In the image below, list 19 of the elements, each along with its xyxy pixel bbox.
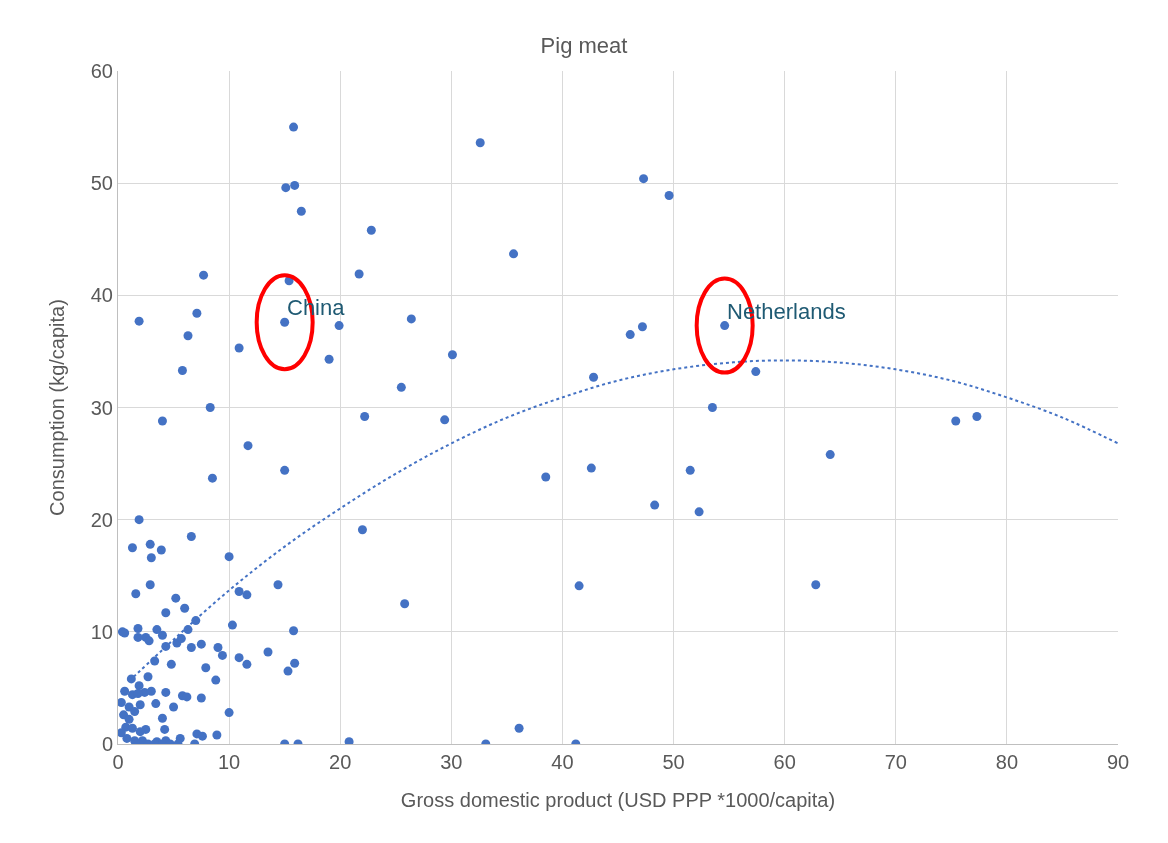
y-tick-label: 50 <box>90 172 113 195</box>
x-tick-label: 80 <box>995 751 1019 773</box>
y-tick-label: 10 <box>90 620 113 643</box>
x-tick-label: 30 <box>440 751 463 773</box>
x-tick-label: 40 <box>551 751 574 773</box>
y-tick-label: 40 <box>90 284 113 307</box>
y-tick-label: 60 <box>90 60 113 82</box>
chart-title: Pig meat <box>540 33 628 59</box>
x-tick-label: 60 <box>773 751 796 773</box>
y-tick-label: 0 <box>101 733 113 755</box>
x-tick-label: 70 <box>884 751 907 773</box>
y-tick-label: 20 <box>90 508 113 531</box>
x-tick-label: 90 <box>1106 751 1130 773</box>
x-tick-label: 10 <box>217 751 241 773</box>
y-tick-label: 30 <box>90 396 113 419</box>
y-axis-title: Consumption (kg/capita) <box>46 299 69 516</box>
x-tick-label: 20 <box>329 751 352 773</box>
x-tick-label: 50 <box>662 751 685 773</box>
x-axis-title: Gross domestic product (USD PPP *1000/capita) <box>400 788 836 811</box>
